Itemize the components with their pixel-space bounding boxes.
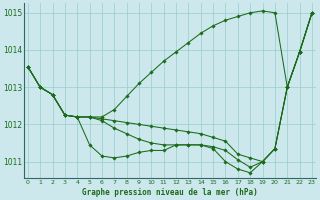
X-axis label: Graphe pression niveau de la mer (hPa): Graphe pression niveau de la mer (hPa) bbox=[82, 188, 258, 197]
